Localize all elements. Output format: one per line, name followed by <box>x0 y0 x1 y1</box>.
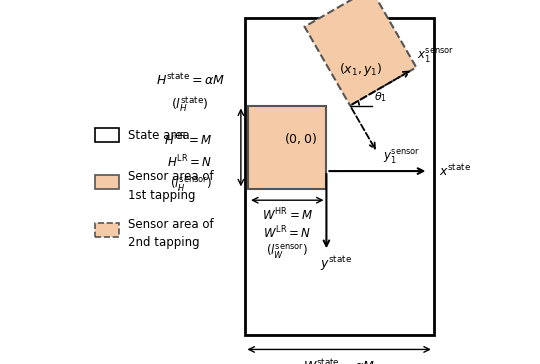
Text: $\theta_1$: $\theta_1$ <box>374 91 387 104</box>
Bar <box>245 18 434 335</box>
Text: Sensor area of: Sensor area of <box>128 218 214 231</box>
Text: $x_1^{\rm sensor}$: $x_1^{\rm sensor}$ <box>417 46 454 64</box>
Text: $x^{\rm state}$: $x^{\rm state}$ <box>439 163 471 179</box>
Bar <box>95 175 119 189</box>
Bar <box>248 106 326 189</box>
Text: $(l_H^{\rm sensor})$: $(l_H^{\rm sensor})$ <box>170 175 212 193</box>
Text: $(0,0)$: $(0,0)$ <box>285 131 318 146</box>
Bar <box>95 223 119 237</box>
Text: Sensor area of: Sensor area of <box>128 170 214 183</box>
Text: $y_1^{\rm sensor}$: $y_1^{\rm sensor}$ <box>383 147 420 166</box>
Text: $W^{\rm state} = \alpha M$: $W^{\rm state} = \alpha M$ <box>303 358 375 364</box>
Text: $W^{\rm HR} = M$: $W^{\rm HR} = M$ <box>262 206 313 223</box>
Text: $H^{\rm HR} = M$: $H^{\rm HR} = M$ <box>164 132 212 149</box>
Text: $H^{\rm state} = \alpha M$: $H^{\rm state} = \alpha M$ <box>156 72 224 88</box>
Text: $(x_1, y_1)$: $(x_1, y_1)$ <box>339 61 383 78</box>
Text: State area: State area <box>128 128 190 142</box>
Text: $y^{\rm state}$: $y^{\rm state}$ <box>320 255 352 273</box>
Polygon shape <box>305 0 416 106</box>
Bar <box>95 128 119 142</box>
Text: $(l_W^{\rm sensor})$: $(l_W^{\rm sensor})$ <box>266 242 308 260</box>
Text: 1st tapping: 1st tapping <box>128 189 195 202</box>
Text: $W^{\rm LR} = N$: $W^{\rm LR} = N$ <box>264 225 311 241</box>
Text: $(l_H^{\rm state})$: $(l_H^{\rm state})$ <box>171 96 209 115</box>
Text: $H^{\rm LR} = N$: $H^{\rm LR} = N$ <box>166 154 212 170</box>
Text: 2nd tapping: 2nd tapping <box>128 236 200 249</box>
